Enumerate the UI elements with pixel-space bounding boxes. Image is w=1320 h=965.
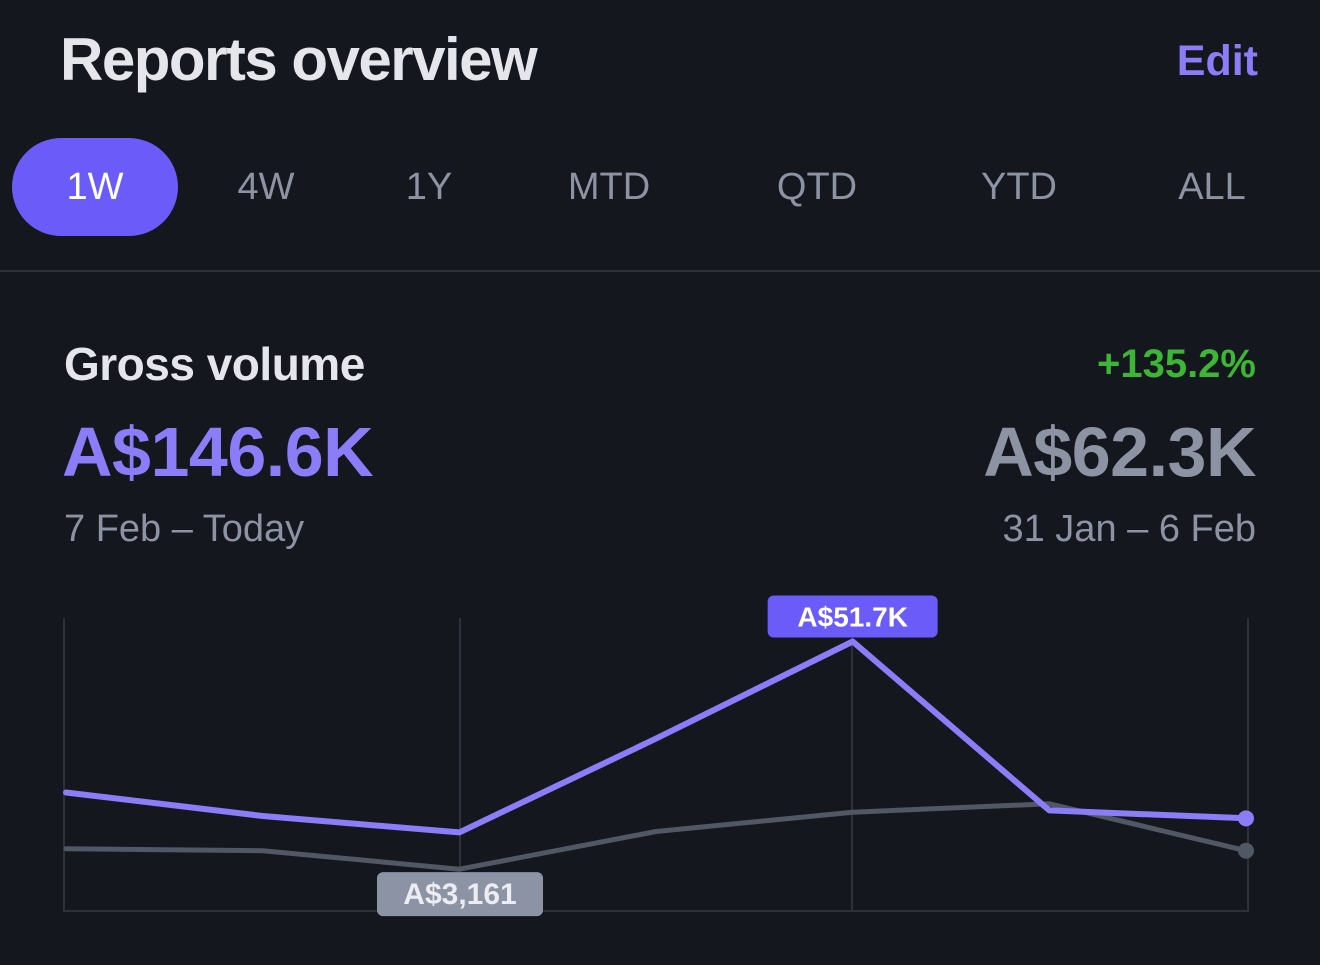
tab-mtd[interactable]: MTD <box>567 166 651 208</box>
previous-end-point <box>1238 842 1254 859</box>
min-value-label: A$3,161 <box>403 878 516 911</box>
change-percentage: +135.2% <box>1096 342 1256 386</box>
tab-1w[interactable]: 1W <box>12 138 178 236</box>
range-tabs: 1W 4W 1Y MTD QTD YTD ALL <box>0 138 1320 236</box>
page-title: Reports overview <box>60 26 538 93</box>
tab-1y[interactable]: 1Y <box>405 166 453 208</box>
metric-name: Gross volume <box>64 338 365 390</box>
current-period-line <box>63 638 1249 836</box>
previous-period-line <box>63 801 1249 872</box>
peak-value-label-bg <box>767 595 938 638</box>
current-end-point <box>1238 810 1254 827</box>
tab-ytd[interactable]: YTD <box>981 166 1057 208</box>
current-period-range: 7 Feb – Today <box>64 508 305 550</box>
tab-qtd[interactable]: QTD <box>776 166 858 208</box>
peak-value-label: A$51.7K <box>797 601 908 632</box>
divider <box>0 270 1320 272</box>
edit-button[interactable]: Edit <box>1176 37 1258 85</box>
current-period-value: A$146.6K <box>62 413 374 491</box>
previous-period-range: 31 Jan – 6 Feb <box>1002 508 1256 550</box>
previous-period-value: A$62.3K <box>983 413 1256 491</box>
gross-volume-chart[interactable]: A$51.7K A$3,161 <box>0 560 1320 930</box>
tab-4w[interactable]: 4W <box>237 166 295 208</box>
tab-all[interactable]: ALL <box>1178 166 1246 208</box>
min-value-label-bg <box>377 872 543 917</box>
